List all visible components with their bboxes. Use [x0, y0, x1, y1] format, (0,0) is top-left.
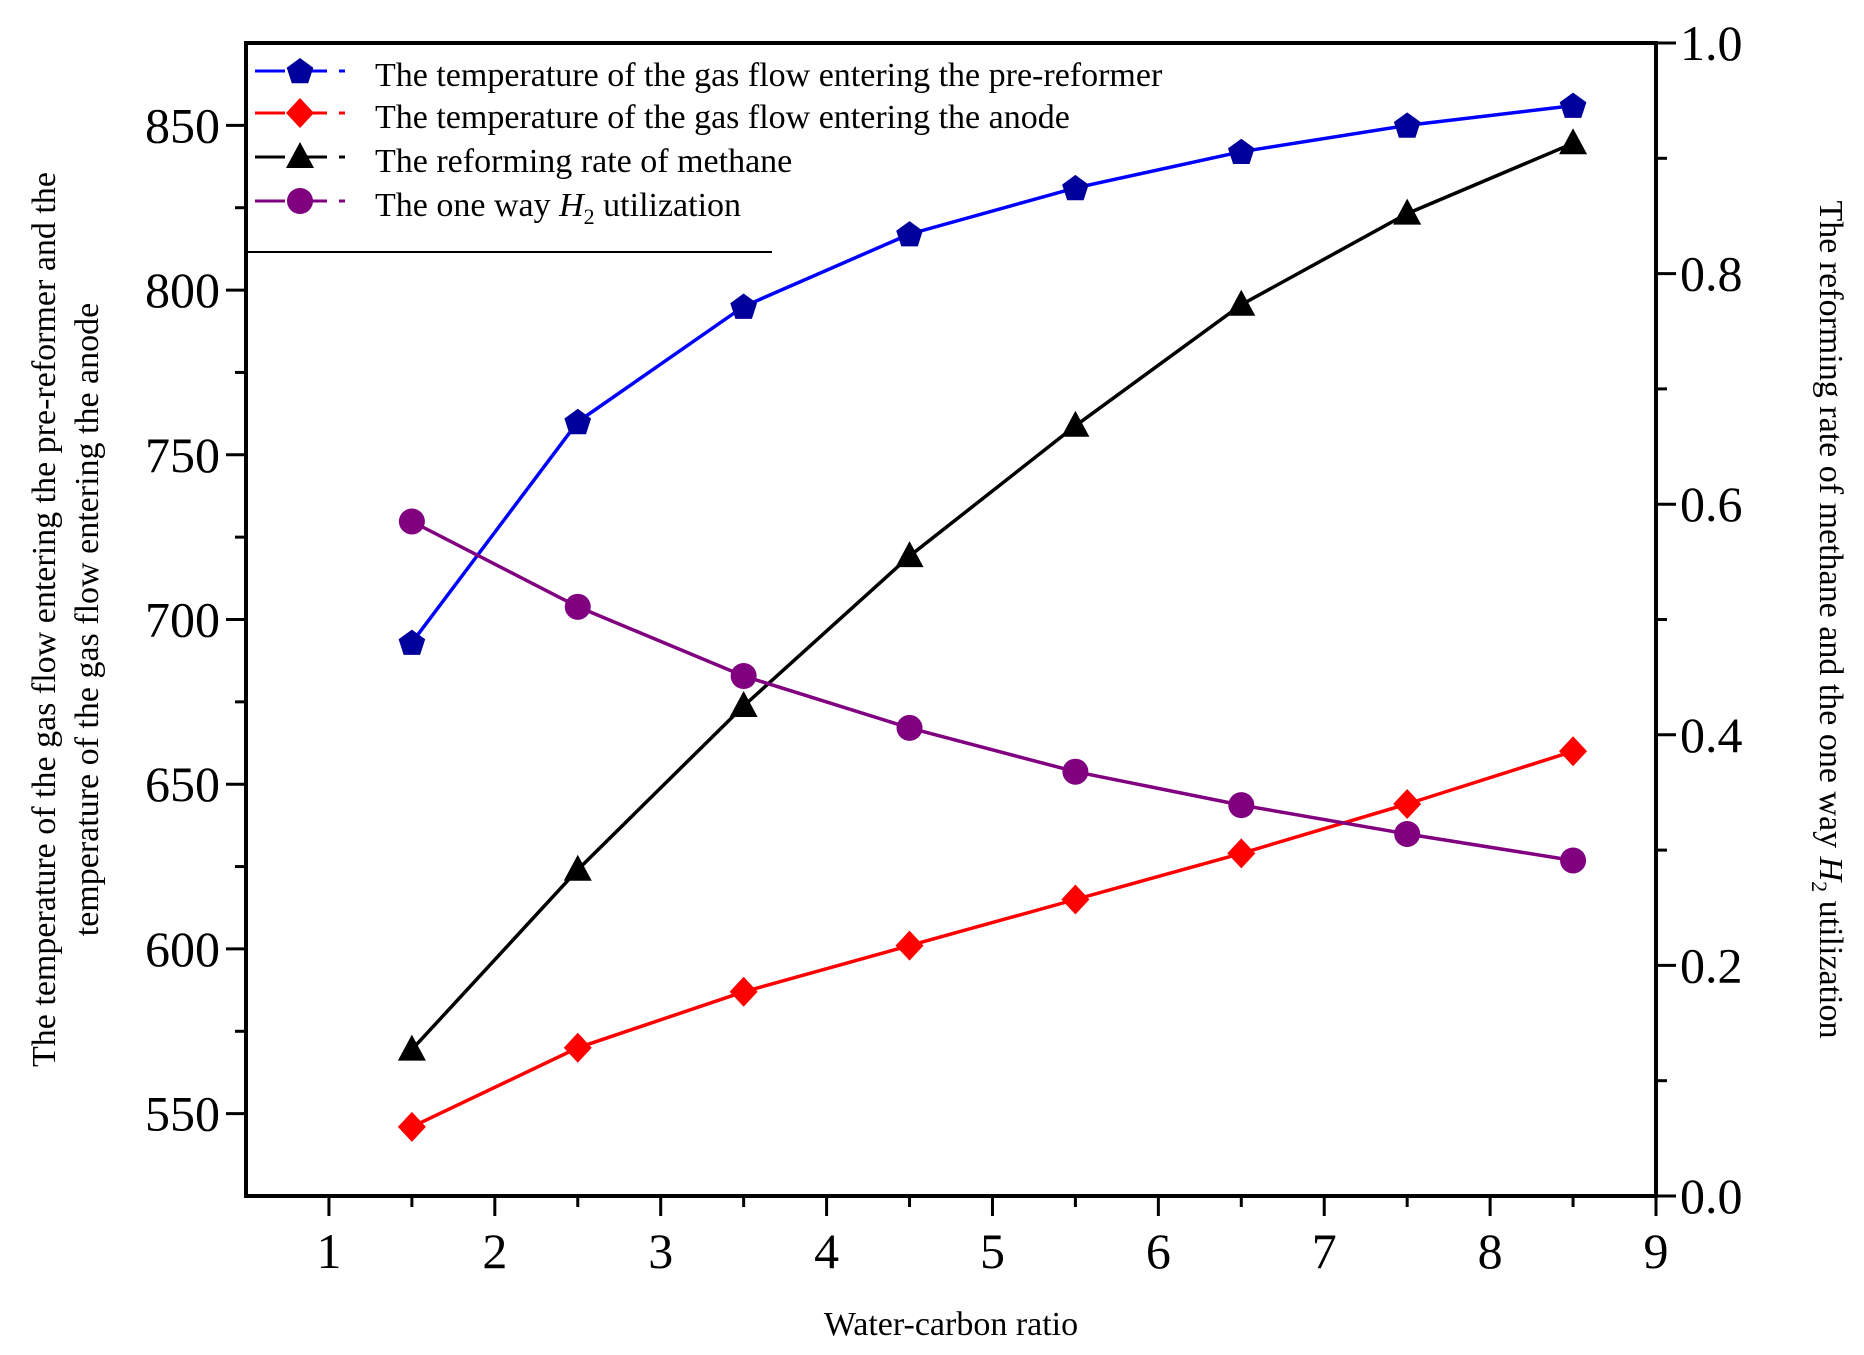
y-left-tick-label: 800	[145, 262, 220, 318]
data-point-2	[895, 930, 924, 961]
data-point-2	[563, 1032, 592, 1063]
data-point-1	[1228, 138, 1255, 164]
y-axis-left-title-line-1: The temperature of the gas flow entering…	[26, 172, 63, 1067]
data-point-1	[896, 221, 923, 247]
data-point-1	[1062, 174, 1089, 201]
data-point-2	[397, 1111, 426, 1142]
data-point-4	[1228, 792, 1255, 819]
series-line-2	[411, 749, 1574, 1129]
data-point-2	[1393, 788, 1422, 819]
axis-ticks: 1 2 3 4 5 6 7 8 9 550 600 650 700 750 800 850 0.0 0.2 0.4 0…	[145, 15, 1743, 1279]
data-point-4	[1394, 820, 1421, 847]
data-point-2	[1559, 736, 1588, 767]
y-left-tick-label: 700	[145, 592, 220, 648]
x-axis-title: Water-carbon ratio	[824, 1306, 1078, 1343]
y-right-tick-label: 0.6	[1680, 476, 1743, 532]
y-axis-left-title: The temperature of the gas flow entering…	[26, 172, 106, 1067]
data-point-1	[730, 293, 757, 319]
x-tick-label: 1	[316, 1223, 341, 1279]
x-tick-label: 6	[1146, 1223, 1171, 1279]
legend-marker-3	[286, 142, 314, 168]
y-left-tick-label: 650	[145, 756, 220, 812]
y-right-tick-label: 0.8	[1680, 246, 1743, 302]
y-left-tick-label: 850	[145, 97, 220, 153]
x-tick-label: 8	[1478, 1223, 1503, 1279]
data-point-4	[1062, 758, 1089, 785]
y-axis-right-title-text: The reforming rate of methane and the on…	[1807, 200, 1849, 1038]
data-point-3	[397, 1034, 426, 1061]
data-point-1	[398, 629, 426, 655]
x-tick-label: 2	[482, 1223, 507, 1279]
series-markers	[397, 92, 1588, 1142]
data-point-4	[896, 714, 923, 741]
y-left-tick-label: 600	[145, 921, 220, 977]
data-point-2	[1227, 838, 1256, 869]
y-axis-left-title-line-2: temperature of the gas flow entering the…	[69, 303, 106, 936]
x-tick-label: 9	[1644, 1223, 1669, 1279]
legend-label-2: The temperature of the gas flow entering…	[375, 99, 1070, 136]
series-line-3	[410, 141, 1574, 1051]
data-point-4	[398, 508, 425, 535]
legend: The temperature of the gas flow entering…	[246, 57, 1163, 253]
y-left-tick-label: 550	[145, 1086, 220, 1142]
y-right-tick-label: 0.0	[1680, 1168, 1743, 1224]
legend-marker-4	[287, 188, 313, 214]
legend-marker-2	[286, 98, 314, 128]
data-point-3	[729, 690, 758, 717]
series-lines	[410, 103, 1574, 1129]
series-line-1	[410, 103, 1574, 644]
legend-marker-1	[286, 58, 314, 84]
data-point-2	[729, 976, 758, 1007]
y-right-tick-label: 1.0	[1680, 15, 1743, 71]
series-line-4	[411, 519, 1574, 863]
data-point-3	[563, 854, 592, 881]
legend-label-1: The temperature of the gas flow entering…	[375, 57, 1163, 94]
legend-label-4: The one way H2 utilization	[375, 187, 741, 229]
x-tick-label: 4	[814, 1223, 839, 1279]
data-point-1	[564, 408, 592, 435]
data-point-3	[1559, 128, 1588, 155]
data-point-4	[1560, 847, 1587, 874]
x-tick-label: 3	[648, 1223, 673, 1279]
data-point-1	[1559, 92, 1587, 118]
data-point-2	[1061, 884, 1090, 915]
y-axis-right-title: The reforming rate of methane and the on…	[1807, 200, 1849, 1038]
x-tick-label: 5	[980, 1223, 1005, 1279]
data-point-4	[730, 662, 757, 689]
y-right-tick-label: 0.4	[1680, 707, 1743, 763]
x-tick-label: 7	[1312, 1223, 1337, 1279]
y-left-tick-label: 750	[145, 427, 220, 483]
data-point-4	[564, 593, 591, 620]
y-right-tick-label: 0.2	[1680, 937, 1743, 993]
legend-label-3: The reforming rate of methane	[375, 143, 792, 180]
data-point-1	[1393, 112, 1421, 138]
data-point-3	[895, 541, 924, 568]
data-point-3	[1393, 198, 1422, 225]
data-point-3	[1061, 410, 1090, 437]
data-point-3	[1227, 289, 1256, 316]
